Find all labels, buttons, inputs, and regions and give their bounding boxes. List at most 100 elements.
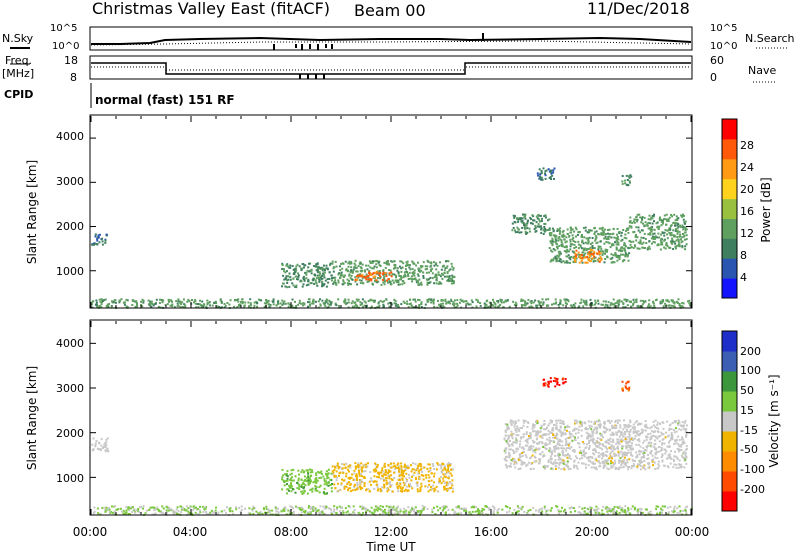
power-cell bbox=[557, 229, 560, 231]
power-cell bbox=[118, 299, 121, 302]
velocity-cell bbox=[376, 506, 379, 509]
power-cell bbox=[413, 278, 416, 280]
velocity-cell bbox=[425, 474, 427, 477]
velocity-cell bbox=[436, 462, 439, 465]
velocity-cell bbox=[616, 440, 619, 443]
velocity-cell bbox=[401, 474, 404, 477]
power-cell bbox=[426, 279, 429, 282]
velocity-cell bbox=[670, 510, 673, 513]
power-cell bbox=[673, 235, 676, 238]
velocity-cell bbox=[606, 508, 609, 510]
power-cell bbox=[249, 302, 252, 305]
power-cell bbox=[550, 234, 553, 237]
velocity-cell bbox=[650, 452, 653, 455]
velocity-cell bbox=[586, 443, 588, 446]
power-cell bbox=[592, 252, 595, 255]
velocity-cell bbox=[661, 505, 664, 508]
velocity-cell bbox=[486, 505, 488, 508]
velocity-cell bbox=[315, 478, 318, 481]
power-cell bbox=[414, 306, 416, 309]
power-cell bbox=[300, 280, 303, 283]
velocity-cell bbox=[625, 438, 628, 441]
velocity-cell bbox=[649, 432, 652, 435]
power-cell bbox=[369, 274, 372, 276]
velocity-cell bbox=[681, 436, 684, 439]
power-cell bbox=[325, 264, 328, 267]
power-cell bbox=[641, 242, 644, 245]
power-cell bbox=[601, 233, 604, 236]
velocity-cell bbox=[609, 437, 612, 440]
velocity-cell bbox=[332, 473, 334, 476]
power-cell bbox=[371, 299, 374, 302]
velocity-cell bbox=[587, 432, 590, 435]
velocity-cell bbox=[147, 508, 150, 511]
power-cell bbox=[577, 243, 580, 246]
power-cell bbox=[428, 271, 431, 274]
velocity-cell bbox=[518, 453, 521, 456]
velocity-cell bbox=[101, 506, 104, 509]
velocity-cell bbox=[622, 459, 625, 462]
power-cell bbox=[540, 171, 543, 174]
power-cell bbox=[409, 264, 411, 267]
power-cell bbox=[432, 299, 435, 301]
power-cell bbox=[370, 279, 373, 282]
power-cell bbox=[343, 281, 346, 284]
power-cell bbox=[649, 305, 652, 308]
velocity-cell bbox=[384, 508, 386, 511]
velocity-cell bbox=[573, 507, 576, 510]
power-cell bbox=[345, 268, 348, 271]
power-cell bbox=[354, 259, 357, 262]
velocity-cell bbox=[561, 450, 564, 452]
velocity-cell bbox=[649, 438, 652, 441]
velocity-cell bbox=[606, 467, 609, 470]
velocity-cell bbox=[647, 433, 650, 436]
power-cell bbox=[384, 272, 387, 275]
velocity-cell bbox=[635, 420, 638, 423]
velocity-cell bbox=[267, 508, 270, 511]
velocity-cell bbox=[307, 479, 310, 482]
power-cell bbox=[569, 243, 572, 246]
velocity-cell bbox=[550, 458, 552, 461]
power-colorbar-swatch bbox=[722, 238, 737, 259]
freq-trace bbox=[91, 62, 691, 75]
power-cell bbox=[588, 231, 591, 234]
power-cell bbox=[587, 248, 590, 251]
velocity-cell bbox=[608, 508, 611, 510]
velocity-cell bbox=[624, 440, 627, 443]
power-cell bbox=[131, 304, 134, 306]
velocity-cell bbox=[95, 439, 98, 442]
velocity-cell bbox=[386, 487, 389, 490]
velocity-cell bbox=[535, 509, 537, 512]
power-cell bbox=[522, 222, 525, 224]
power-cell bbox=[638, 305, 641, 308]
power-cell bbox=[218, 306, 221, 308]
power-cell bbox=[607, 236, 610, 239]
velocity-cell bbox=[292, 468, 295, 471]
power-cell bbox=[607, 237, 610, 240]
velocity-cell bbox=[229, 510, 232, 513]
velocity-cell bbox=[235, 508, 238, 511]
velocity-cell bbox=[637, 508, 639, 511]
power-cell bbox=[169, 304, 172, 307]
velocity-cell bbox=[621, 511, 624, 513]
power-cell bbox=[616, 259, 619, 262]
velocity-cell bbox=[447, 483, 450, 486]
power-cell bbox=[296, 278, 298, 281]
velocity-cell bbox=[532, 441, 535, 444]
velocity-cell bbox=[373, 508, 376, 511]
power-cell bbox=[303, 302, 306, 305]
velocity-cell bbox=[399, 485, 402, 488]
velocity-cell bbox=[562, 451, 565, 454]
power-cell bbox=[642, 299, 644, 302]
power-cell bbox=[627, 227, 630, 230]
velocity-cell bbox=[127, 507, 130, 510]
velocity-cell bbox=[629, 428, 632, 431]
velocity-cell bbox=[385, 482, 388, 485]
power-cell bbox=[651, 242, 653, 245]
velocity-cell bbox=[444, 473, 447, 476]
power-cell bbox=[664, 228, 667, 231]
power-cell bbox=[368, 271, 370, 274]
velocity-cell bbox=[285, 472, 288, 475]
velocity-cell bbox=[337, 467, 340, 470]
power-cell bbox=[446, 271, 449, 273]
